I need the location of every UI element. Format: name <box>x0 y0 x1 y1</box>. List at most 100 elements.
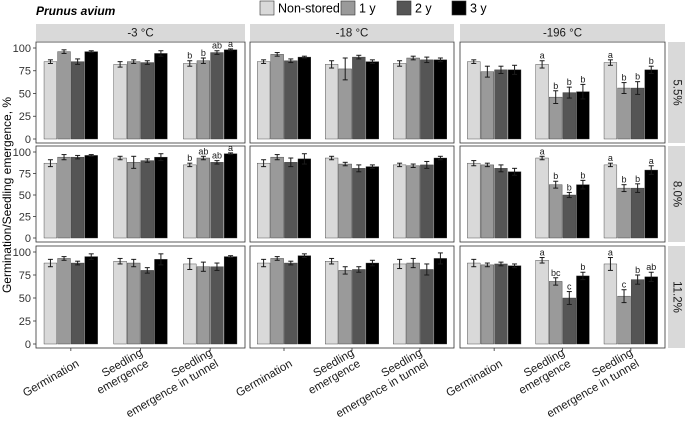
y-tick-label: 0 <box>25 134 31 146</box>
y-tick-label: 0 <box>25 233 31 245</box>
panel-frame <box>459 145 666 243</box>
column-strip <box>250 24 454 41</box>
bar <box>352 56 366 140</box>
x-category-line: Germination <box>444 358 504 400</box>
bar <box>325 261 339 345</box>
bar <box>127 61 141 140</box>
bar <box>154 53 168 140</box>
bar <box>183 164 197 239</box>
bar <box>433 157 448 239</box>
bar <box>494 69 508 140</box>
x-category-label: Germination <box>234 358 294 400</box>
significance-label: b <box>635 174 640 184</box>
significance-label: a <box>228 143 233 153</box>
bar <box>393 164 407 239</box>
bar <box>406 165 420 239</box>
bar <box>140 160 154 239</box>
bar <box>196 60 210 140</box>
bar <box>257 162 271 239</box>
bar <box>270 156 284 239</box>
bar <box>562 194 576 239</box>
row-strip <box>668 246 685 348</box>
y-tick-label: 50 <box>19 293 31 305</box>
bar <box>297 158 312 239</box>
significance-label: b <box>635 265 640 275</box>
significance-label: a <box>228 39 233 49</box>
bar <box>420 59 434 140</box>
bar <box>644 69 658 140</box>
bar <box>535 260 549 345</box>
bar <box>210 162 224 239</box>
bar <box>467 61 481 140</box>
bar <box>71 61 85 140</box>
panel: 0 25 50 75 100 <box>13 245 246 351</box>
bar <box>494 263 508 345</box>
x-category-label: Seedlingemergence <box>300 347 362 397</box>
bar <box>576 275 590 345</box>
bar <box>603 62 618 140</box>
row-strip-label: 8.0% <box>670 181 682 207</box>
significance-label: b <box>580 74 585 84</box>
bar <box>617 187 631 239</box>
significance-label: a <box>608 153 613 163</box>
bar <box>549 184 563 239</box>
bar <box>480 71 494 140</box>
legend-swatch-3 <box>451 0 467 16</box>
y-tick-label: 50 <box>19 88 31 100</box>
x-category-line: Germination <box>234 358 294 400</box>
x-category-label: Germination <box>21 358 81 400</box>
panel-frame <box>249 245 455 349</box>
bar <box>631 279 645 345</box>
bar <box>535 157 549 239</box>
bar <box>549 281 563 345</box>
bar <box>284 262 298 345</box>
bar <box>84 155 98 239</box>
column-strip-label: -18 °C <box>336 28 369 40</box>
bar <box>210 52 224 140</box>
panel: ab b bab bb <box>459 41 666 144</box>
bar <box>257 262 271 345</box>
column-strip <box>36 24 245 41</box>
y-tick-label: 75 <box>19 66 31 78</box>
row-strip <box>668 146 685 242</box>
bar <box>127 162 141 239</box>
panel <box>249 145 455 243</box>
bar <box>352 269 366 345</box>
significance-label: c <box>622 280 627 290</box>
bar <box>71 262 85 345</box>
bar <box>480 264 494 345</box>
bar <box>270 258 284 345</box>
y-tick-label: 25 <box>19 211 31 223</box>
bar <box>433 59 448 140</box>
bar <box>576 184 590 239</box>
bar <box>284 60 298 140</box>
significance-label: b <box>580 262 585 272</box>
bar <box>140 270 154 345</box>
panel <box>249 245 455 351</box>
column-strip-label: -196 °C <box>543 28 582 40</box>
x-category-label: Germination <box>444 358 504 400</box>
bar <box>113 64 127 140</box>
bar <box>631 87 645 140</box>
x-category-label: Seedlingemergence <box>511 347 573 397</box>
significance-label: ab <box>646 262 656 272</box>
bar <box>297 255 312 345</box>
y-tick-label: 100 <box>13 247 31 259</box>
significance-label: b <box>567 182 572 192</box>
significance-label: b <box>187 51 192 61</box>
significance-label: ab <box>212 151 222 161</box>
bar <box>507 171 522 239</box>
significance-label: b <box>649 56 654 66</box>
legend-swatch-1 <box>340 0 356 16</box>
significance-label: b <box>201 48 206 58</box>
significance-label: a <box>540 51 545 61</box>
bar <box>57 51 71 140</box>
bar <box>196 157 210 239</box>
bar <box>338 163 352 239</box>
significance-label: a <box>608 248 613 258</box>
row-strip-label: 11.2% <box>670 281 682 313</box>
